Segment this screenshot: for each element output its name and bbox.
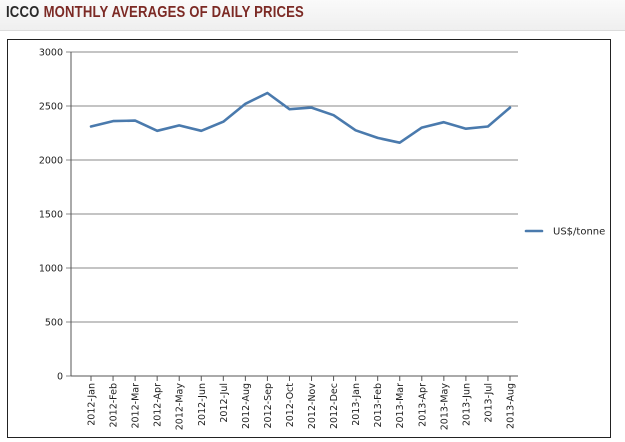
y-tick-label: 500: [45, 318, 63, 329]
x-tick-label: 2012-Sep: [263, 383, 274, 429]
x-tick-label: 2013-Apr: [417, 383, 428, 427]
x-tick-label: 2013-May: [439, 383, 450, 431]
y-tick-label: 3000: [39, 48, 63, 59]
title-org: ICCO: [6, 4, 40, 21]
x-tick-label: 2012-Oct: [285, 383, 296, 428]
x-tick-label: 2013-Jan: [351, 383, 362, 426]
y-tick-label: 1500: [39, 210, 63, 221]
x-tick-label: 2013-Feb: [373, 383, 384, 427]
x-tick-label: 2012-Nov: [307, 383, 318, 430]
title-text: MONTHLY AVERAGES OF DAILY PRICES: [43, 4, 304, 21]
x-tick-label: 2013-Mar: [395, 383, 406, 429]
x-tick-label: 2012-Jul: [219, 383, 230, 423]
x-tick-label: 2012-Feb: [109, 383, 120, 427]
x-tick-label: 2012-Mar: [131, 383, 142, 429]
x-tick-label: 2013-Jun: [461, 383, 472, 426]
x-tick-label: 2012-Dec: [329, 383, 340, 429]
price-line-chart: 0 500 1000 1500 2000 2500 3000 2012-Jan 2012-Fe…: [39, 48, 605, 431]
y-tick-label: 2000: [39, 156, 63, 167]
x-tick-label: 2012-May: [175, 383, 186, 431]
legend: US$/tonne: [524, 227, 605, 238]
series-layer: [89, 91, 512, 144]
x-tick-label: 2012-Aug: [241, 383, 252, 429]
x-tick-label: 2012-Apr: [153, 383, 164, 427]
y-tick-label: 0: [57, 372, 63, 383]
y-tick-label: 2500: [39, 102, 63, 113]
series-line: [89, 91, 512, 144]
x-tick-label: 2013-Jul: [483, 383, 494, 423]
chart-panel: 0 500 1000 1500 2000 2500 3000 2012-Jan 2012-Fe…: [7, 39, 611, 438]
gridlines: [66, 51, 518, 377]
x-tick-label: 2012-Jan: [87, 383, 98, 426]
x-tick-label: 2012-Jun: [197, 383, 208, 426]
x-axis: 2012-Jan 2012-Feb 2012-Mar 2012-Apr 2012-May…: [71, 375, 518, 431]
x-tick-label: 2013-Aug: [506, 383, 517, 429]
page-header: ICCO MONTHLY AVERAGES OF DAILY PRICES: [0, 0, 625, 31]
page-title: ICCO MONTHLY AVERAGES OF DAILY PRICES: [6, 4, 304, 22]
y-tick-label: 1000: [39, 264, 63, 275]
legend-label: US$/tonne: [553, 227, 605, 238]
y-axis: 0 500 1000 1500 2000 2500 3000: [39, 48, 72, 383]
